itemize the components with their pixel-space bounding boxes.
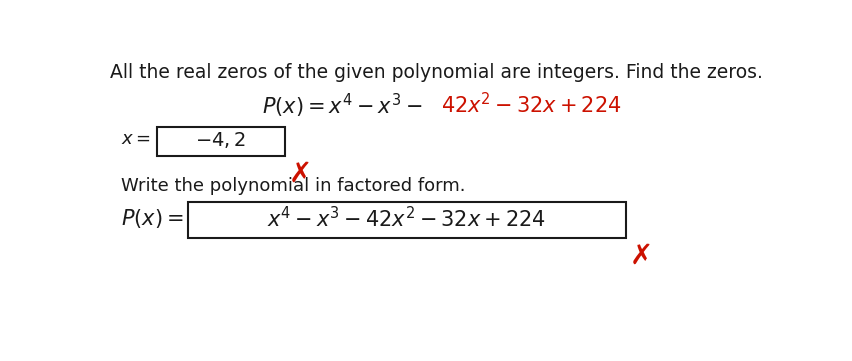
Text: $x =$: $x =$ [120,130,150,148]
Text: $42x^2 - 32x + 224$: $42x^2 - 32x + 224$ [440,92,621,117]
Text: $P(x) =$: $P(x) =$ [120,207,183,230]
Text: ✗: ✗ [289,160,312,188]
Text: ✗: ✗ [629,242,653,270]
Text: $x^4 - x^3 - 42x^2 - 32x + 224$: $x^4 - x^3 - 42x^2 - 32x + 224$ [268,206,546,231]
Text: All the real zeros of the given polynomial are integers. Find the zeros.: All the real zeros of the given polynomi… [110,63,763,82]
Polygon shape [187,202,625,238]
Text: Write the polynomial in factored form.: Write the polynomial in factored form. [120,177,464,195]
Text: $P(x) = x^4 - x^3 - $: $P(x) = x^4 - x^3 - $ [262,92,422,120]
Text: $-4,2$: $-4,2$ [195,130,246,150]
Polygon shape [157,127,285,156]
